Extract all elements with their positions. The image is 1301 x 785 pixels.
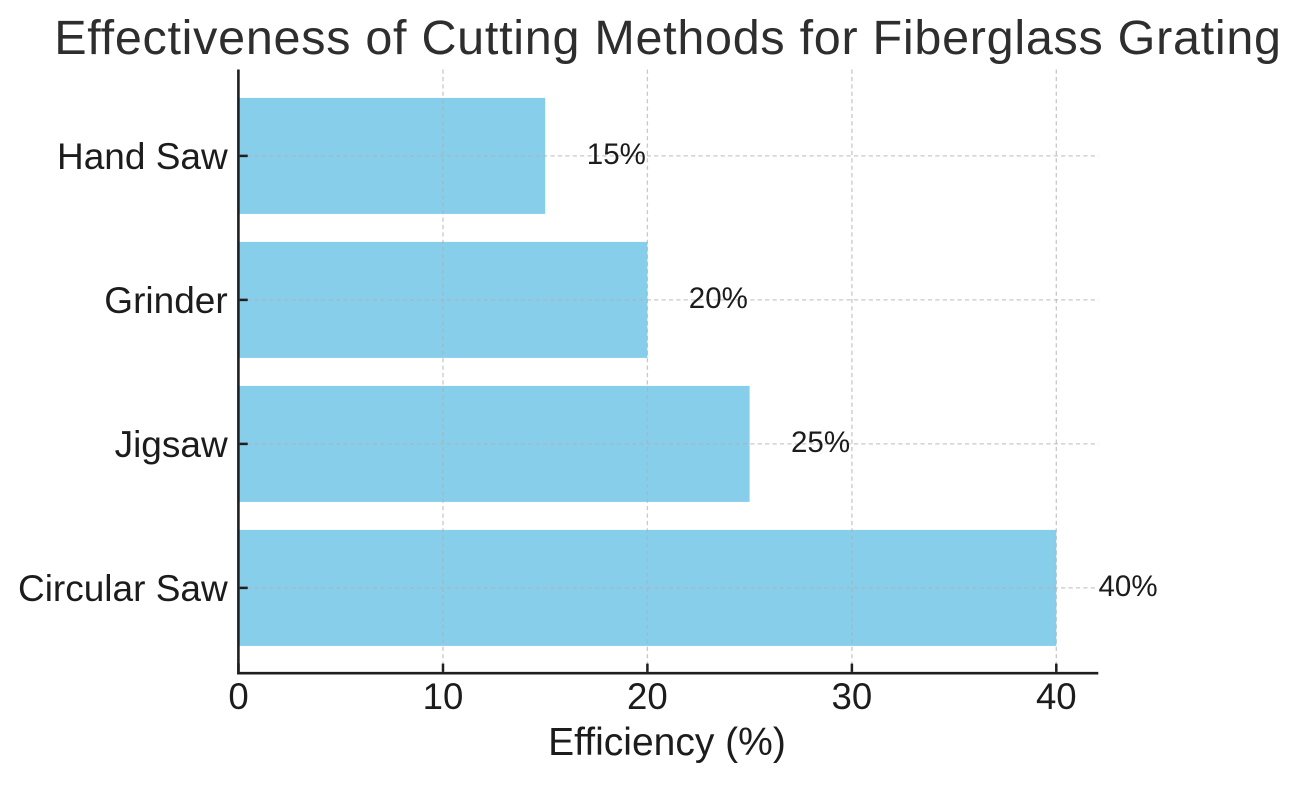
svg-text:Hand Saw: Hand Saw bbox=[57, 136, 228, 177]
svg-text:20: 20 bbox=[627, 676, 668, 717]
svg-text:40%: 40% bbox=[1099, 570, 1158, 603]
svg-text:Circular Saw: Circular Saw bbox=[18, 568, 228, 609]
svg-text:Grinder: Grinder bbox=[104, 280, 227, 321]
svg-text:20%: 20% bbox=[689, 282, 748, 315]
svg-text:30: 30 bbox=[832, 676, 873, 717]
svg-text:40: 40 bbox=[1036, 676, 1077, 717]
svg-text:Jigsaw: Jigsaw bbox=[115, 424, 228, 465]
svg-text:15%: 15% bbox=[587, 138, 646, 171]
svg-text:10: 10 bbox=[423, 676, 464, 717]
svg-text:25%: 25% bbox=[791, 426, 850, 459]
svg-text:Effectiveness of Cutting Metho: Effectiveness of Cutting Methods for Fib… bbox=[54, 11, 1282, 65]
svg-text:Efficiency (%): Efficiency (%) bbox=[548, 721, 786, 764]
svg-text:0: 0 bbox=[228, 676, 248, 717]
